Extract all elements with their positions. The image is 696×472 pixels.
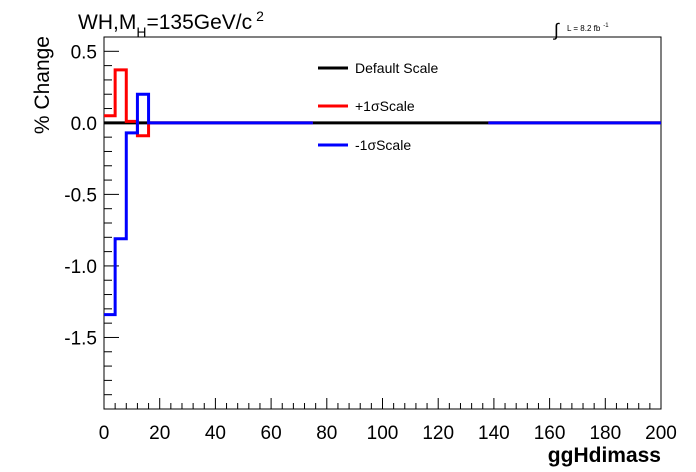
- x-axis-ticks: 0 20 40 60 80 100 120 140 160 180 200: [99, 398, 677, 444]
- y-tick-label: -0.5: [64, 185, 97, 206]
- x-tick-label: 80: [316, 423, 337, 444]
- title-main: WH,M: [78, 11, 136, 34]
- plot-frame: [103, 36, 662, 410]
- legend-label-minus1sigma: -1σScale: [355, 137, 411, 153]
- x-tick-label: 60: [261, 423, 282, 444]
- lumi-label: L = 8.2 fb -1: [567, 23, 609, 33]
- y-axis-title: % Change: [31, 36, 54, 134]
- y-tick-label: -1.0: [64, 257, 97, 278]
- title-subscript: H: [136, 24, 146, 40]
- y-tick-label: 0.5: [71, 42, 97, 63]
- chart-title: WH,MH=135GeV/c 2: [78, 8, 264, 40]
- legend: Default Scale +1σScale -1σScale: [318, 60, 438, 153]
- x-tick-label: 200: [645, 423, 677, 444]
- legend-label-plus1sigma: +1σScale: [355, 98, 415, 114]
- x-tick-label: 120: [422, 423, 454, 444]
- x-tick-label: 40: [205, 423, 226, 444]
- x-tick-label: 160: [534, 423, 566, 444]
- x-tick-label: 180: [589, 423, 621, 444]
- lumi-integral: ∫: [552, 20, 560, 40]
- y-axis-ticks: -1.5 -1.0 -0.5 0.0 0.5: [64, 36, 119, 410]
- x-tick-label: 100: [367, 423, 399, 444]
- lumi-superscript: -1: [603, 23, 609, 29]
- y-tick-label: -1.5: [64, 328, 97, 349]
- series-line-minus1sigma: [104, 92, 661, 317]
- x-tick-label: 0: [99, 423, 110, 444]
- title-superscript: 2: [256, 8, 264, 24]
- legend-label-default: Default Scale: [355, 60, 438, 76]
- series-layer: [104, 68, 661, 317]
- x-tick-label: 140: [478, 423, 510, 444]
- lumi-text: L = 8.2 fb: [567, 24, 601, 33]
- x-axis-title: ggHdimass: [548, 444, 661, 467]
- x-tick-label: 20: [149, 423, 170, 444]
- y-tick-label: 0.0: [71, 114, 97, 135]
- title-rest: =135GeV/c: [146, 11, 252, 34]
